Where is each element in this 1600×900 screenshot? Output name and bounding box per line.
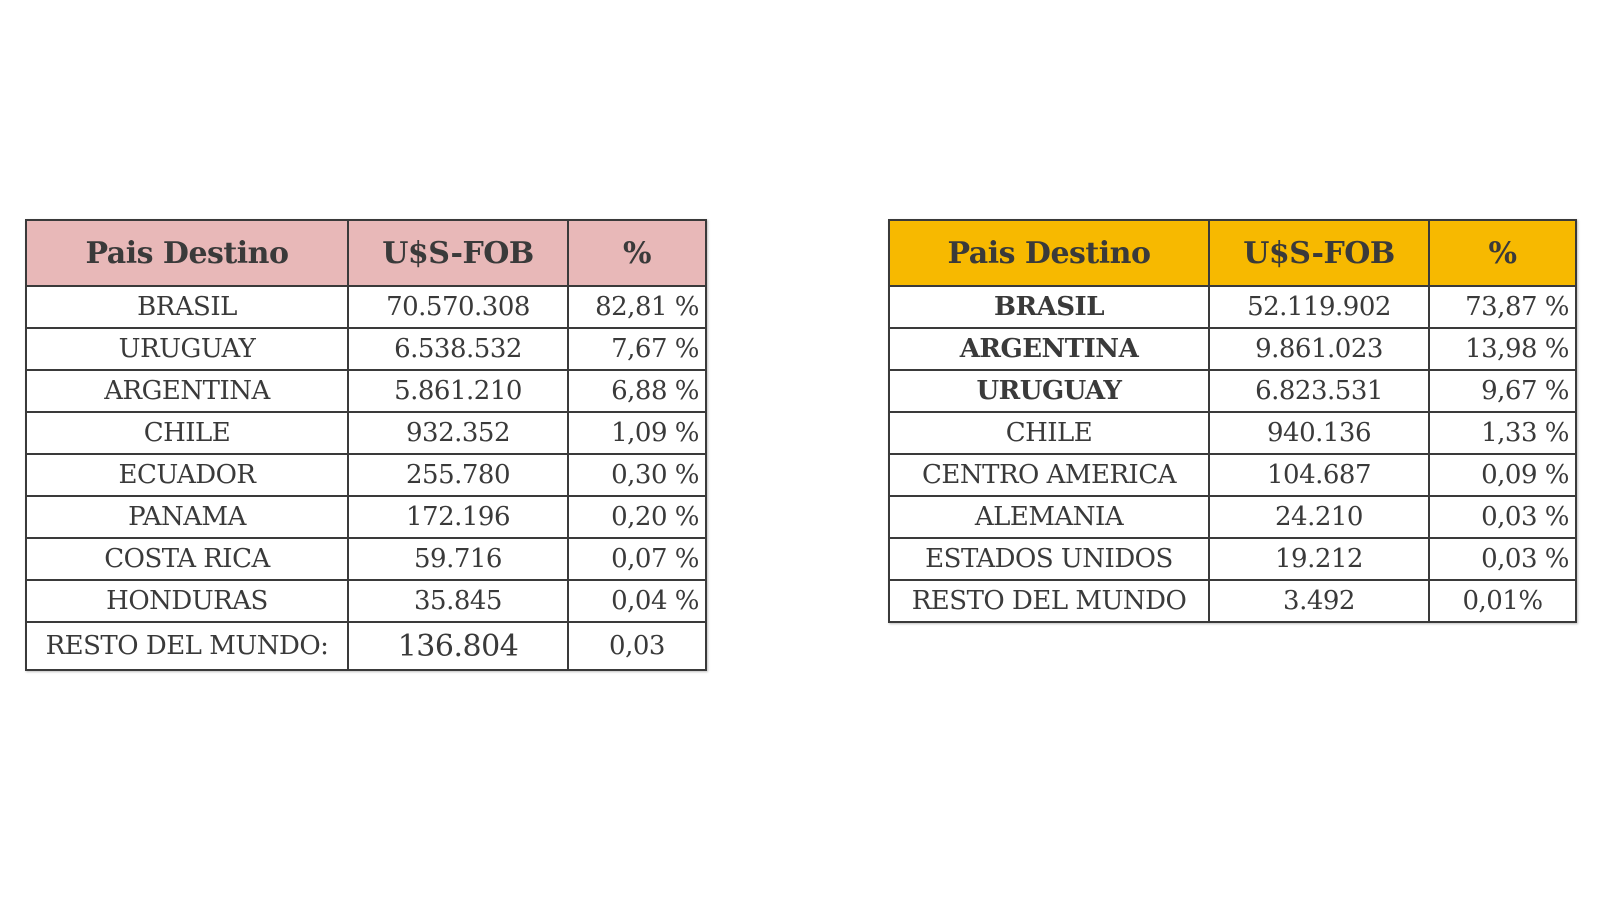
table-row: PANAMA 172.196 0,20 % <box>25 495 707 539</box>
cell-fob: 932.352 <box>347 411 569 455</box>
cell-fob: 6.823.531 <box>1208 369 1430 413</box>
header-percent: % <box>567 219 707 287</box>
cell-country: ESTADOS UNIDOS <box>888 537 1210 581</box>
table-row: ECUADOR 255.780 0,30 % <box>25 453 707 497</box>
table-row: HONDURAS 35.845 0,04 % <box>25 579 707 623</box>
table-row: CENTRO AMERICA 104.687 0,09 % <box>888 453 1577 497</box>
cell-fob: 172.196 <box>347 495 569 539</box>
export-table-right: Pais Destino U$S-FOB % BRASIL 52.119.902… <box>888 219 1577 623</box>
cell-country: CENTRO AMERICA <box>888 453 1210 497</box>
table-row: COSTA RICA 59.716 0,07 % <box>25 537 707 581</box>
cell-country: ALEMANIA <box>888 495 1210 539</box>
header-fob: U$S-FOB <box>347 219 569 287</box>
cell-fob: 70.570.308 <box>347 285 569 329</box>
cell-fob: 940.136 <box>1208 411 1430 455</box>
table-row: URUGUAY 6.823.531 9,67 % <box>888 369 1577 413</box>
export-table-left: Pais Destino U$S-FOB % BRASIL 70.570.308… <box>25 219 707 671</box>
cell-percent: 0,07 % <box>567 537 707 581</box>
header-percent: % <box>1428 219 1577 287</box>
cell-country: URUGUAY <box>888 369 1210 413</box>
table-row: ARGENTINA 5.861.210 6,88 % <box>25 369 707 413</box>
cell-percent: 82,81 % <box>567 285 707 329</box>
cell-fob: 3.492 <box>1208 579 1430 623</box>
header-country: Pais Destino <box>25 219 349 287</box>
cell-percent: 0,03 <box>567 621 707 671</box>
table-row: ALEMANIA 24.210 0,03 % <box>888 495 1577 539</box>
cell-fob: 52.119.902 <box>1208 285 1430 329</box>
cell-country: PANAMA <box>25 495 349 539</box>
table-row: ESTADOS UNIDOS 19.212 0,03 % <box>888 537 1577 581</box>
cell-country: COSTA RICA <box>25 537 349 581</box>
cell-fob: 19.212 <box>1208 537 1430 581</box>
header-country: Pais Destino <box>888 219 1210 287</box>
cell-country: URUGUAY <box>25 327 349 371</box>
table-row: CHILE 940.136 1,33 % <box>888 411 1577 455</box>
table-header-row: Pais Destino U$S-FOB % <box>888 219 1577 287</box>
cell-percent: 0,03 % <box>1428 495 1577 539</box>
cell-country: ARGENTINA <box>25 369 349 413</box>
cell-percent: 1,33 % <box>1428 411 1577 455</box>
table-row: RESTO DEL MUNDO 3.492 0,01% <box>888 579 1577 623</box>
cell-fob: 6.538.532 <box>347 327 569 371</box>
header-fob: U$S-FOB <box>1208 219 1430 287</box>
table-row: URUGUAY 6.538.532 7,67 % <box>25 327 707 371</box>
cell-percent: 0,03 % <box>1428 537 1577 581</box>
cell-fob: 24.210 <box>1208 495 1430 539</box>
cell-fob: 255.780 <box>347 453 569 497</box>
cell-fob: 35.845 <box>347 579 569 623</box>
cell-fob: 59.716 <box>347 537 569 581</box>
table-row: RESTO DEL MUNDO: 136.804 0,03 <box>25 621 707 671</box>
cell-percent: 7,67 % <box>567 327 707 371</box>
table-row: ARGENTINA 9.861.023 13,98 % <box>888 327 1577 371</box>
cell-country: CHILE <box>25 411 349 455</box>
cell-fob: 9.861.023 <box>1208 327 1430 371</box>
cell-percent: 0,04 % <box>567 579 707 623</box>
table-row: BRASIL 70.570.308 82,81 % <box>25 285 707 329</box>
cell-fob: 136.804 <box>347 621 569 671</box>
cell-percent: 0,20 % <box>567 495 707 539</box>
cell-fob: 104.687 <box>1208 453 1430 497</box>
cell-percent: 1,09 % <box>567 411 707 455</box>
cell-country: BRASIL <box>888 285 1210 329</box>
table-row: BRASIL 52.119.902 73,87 % <box>888 285 1577 329</box>
cell-percent: 0,09 % <box>1428 453 1577 497</box>
cell-percent: 0,01% <box>1428 579 1577 623</box>
cell-country: HONDURAS <box>25 579 349 623</box>
cell-percent: 73,87 % <box>1428 285 1577 329</box>
table-header-row: Pais Destino U$S-FOB % <box>25 219 707 287</box>
cell-country: BRASIL <box>25 285 349 329</box>
cell-percent: 13,98 % <box>1428 327 1577 371</box>
cell-fob: 5.861.210 <box>347 369 569 413</box>
cell-country: RESTO DEL MUNDO: <box>25 621 349 671</box>
cell-country: RESTO DEL MUNDO <box>888 579 1210 623</box>
cell-percent: 9,67 % <box>1428 369 1577 413</box>
cell-percent: 6,88 % <box>567 369 707 413</box>
cell-country: CHILE <box>888 411 1210 455</box>
cell-percent: 0,30 % <box>567 453 707 497</box>
cell-country: ECUADOR <box>25 453 349 497</box>
table-row: CHILE 932.352 1,09 % <box>25 411 707 455</box>
cell-country: ARGENTINA <box>888 327 1210 371</box>
